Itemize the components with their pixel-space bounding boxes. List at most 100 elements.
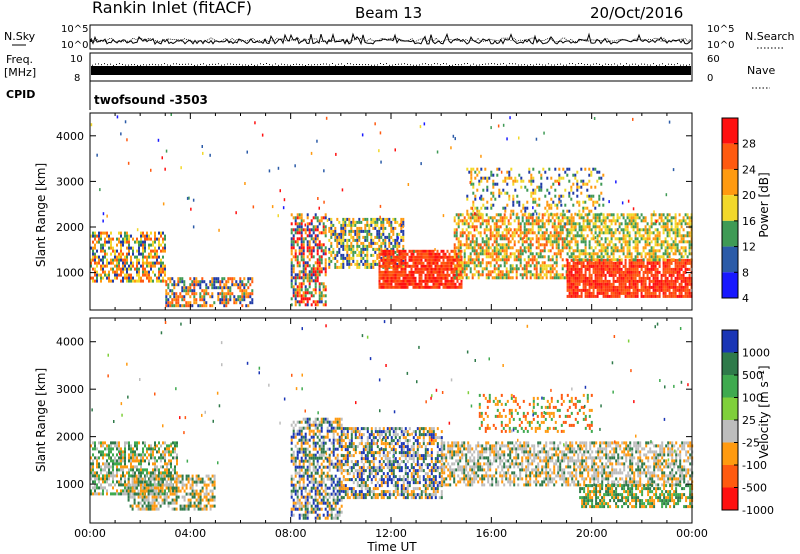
data-cell xyxy=(140,240,142,244)
data-cell xyxy=(300,282,303,286)
data-cell xyxy=(551,222,554,226)
data-cell xyxy=(568,276,571,280)
data-cell xyxy=(489,231,492,235)
data-cell xyxy=(480,179,483,183)
data-cell xyxy=(466,194,469,198)
data-cell xyxy=(672,267,675,271)
data-cell xyxy=(249,283,252,287)
data-cell xyxy=(122,471,124,475)
data-cell xyxy=(529,249,532,253)
data-cell xyxy=(517,222,520,226)
nave-dot xyxy=(542,64,543,66)
data-cell xyxy=(602,273,605,277)
data-cell xyxy=(582,200,585,204)
data-cell xyxy=(612,276,615,280)
data-cell xyxy=(404,252,407,256)
data-cell xyxy=(114,462,116,466)
data-cell xyxy=(590,185,593,189)
data-cell xyxy=(590,276,593,280)
data-cell xyxy=(642,288,645,292)
data-cell xyxy=(92,258,94,262)
data-cell xyxy=(104,273,106,277)
data-cell xyxy=(634,225,637,229)
data-cell xyxy=(666,285,669,289)
data-cell xyxy=(90,468,92,472)
data-cell xyxy=(378,270,381,274)
data-cell xyxy=(512,179,515,183)
data-cell xyxy=(114,459,116,463)
data-cell xyxy=(582,225,585,229)
data-cell xyxy=(181,286,184,290)
data-cell xyxy=(668,264,671,268)
data-cell xyxy=(296,294,299,298)
data-cell xyxy=(96,492,98,496)
data-cell xyxy=(616,267,619,271)
speckle-cell xyxy=(120,132,122,136)
data-cell xyxy=(632,240,635,244)
data-cell xyxy=(213,277,216,281)
data-cell xyxy=(620,285,623,289)
nave-dot xyxy=(458,64,459,66)
data-cell xyxy=(566,273,569,277)
data-cell xyxy=(90,492,92,496)
data-cell xyxy=(310,222,313,226)
data-cell xyxy=(680,255,683,259)
data-cell xyxy=(620,243,623,247)
data-cell xyxy=(553,234,556,238)
data-cell xyxy=(537,255,540,259)
data-cell xyxy=(100,450,102,454)
data-cell xyxy=(674,231,677,235)
data-cell xyxy=(582,288,585,292)
data-cell xyxy=(457,249,460,253)
data-cell xyxy=(136,273,138,277)
nave-dot xyxy=(608,63,609,65)
speckle-cell xyxy=(96,153,98,157)
data-cell xyxy=(498,191,501,195)
data-cell xyxy=(146,234,148,238)
data-cell xyxy=(602,197,605,201)
data-cell xyxy=(536,203,539,207)
data-cell xyxy=(336,265,339,269)
data-cell xyxy=(535,252,538,256)
data-cell xyxy=(310,267,313,271)
data-cell xyxy=(134,444,136,448)
data-cell xyxy=(434,258,437,262)
data-cell xyxy=(404,276,407,280)
data-cell xyxy=(416,249,419,253)
data-cell xyxy=(154,237,156,241)
data-cell xyxy=(201,277,204,281)
data-cell xyxy=(491,234,494,238)
speckle-cell xyxy=(127,161,130,165)
data-cell xyxy=(408,273,411,277)
data-cell xyxy=(469,243,472,247)
data-cell xyxy=(503,216,506,220)
data-cell xyxy=(648,288,651,292)
data-cell xyxy=(576,243,579,247)
data-cell xyxy=(596,270,599,274)
data-cell xyxy=(489,234,492,238)
data-cell xyxy=(688,216,691,220)
data-cell xyxy=(247,286,250,290)
data-cell xyxy=(486,200,489,204)
data-cell xyxy=(306,276,309,280)
data-cell xyxy=(368,226,371,230)
data-cell xyxy=(688,288,691,292)
data-cell xyxy=(568,194,571,198)
data-cell xyxy=(324,246,327,250)
data-cell xyxy=(534,200,537,204)
data-cell xyxy=(344,220,347,224)
data-cell xyxy=(574,240,577,244)
data-cell xyxy=(563,240,566,244)
data-cell xyxy=(455,228,458,232)
data-cell xyxy=(191,289,194,293)
nave-dot xyxy=(437,63,438,65)
data-cell xyxy=(96,264,98,268)
data-cell xyxy=(664,225,667,229)
data-cell xyxy=(195,298,198,302)
data-cell xyxy=(448,273,451,277)
data-cell xyxy=(509,270,512,274)
data-cell xyxy=(126,471,128,475)
freq-tick-high: 10 xyxy=(70,54,83,65)
data-cell xyxy=(622,231,625,235)
data-cell xyxy=(682,270,685,274)
